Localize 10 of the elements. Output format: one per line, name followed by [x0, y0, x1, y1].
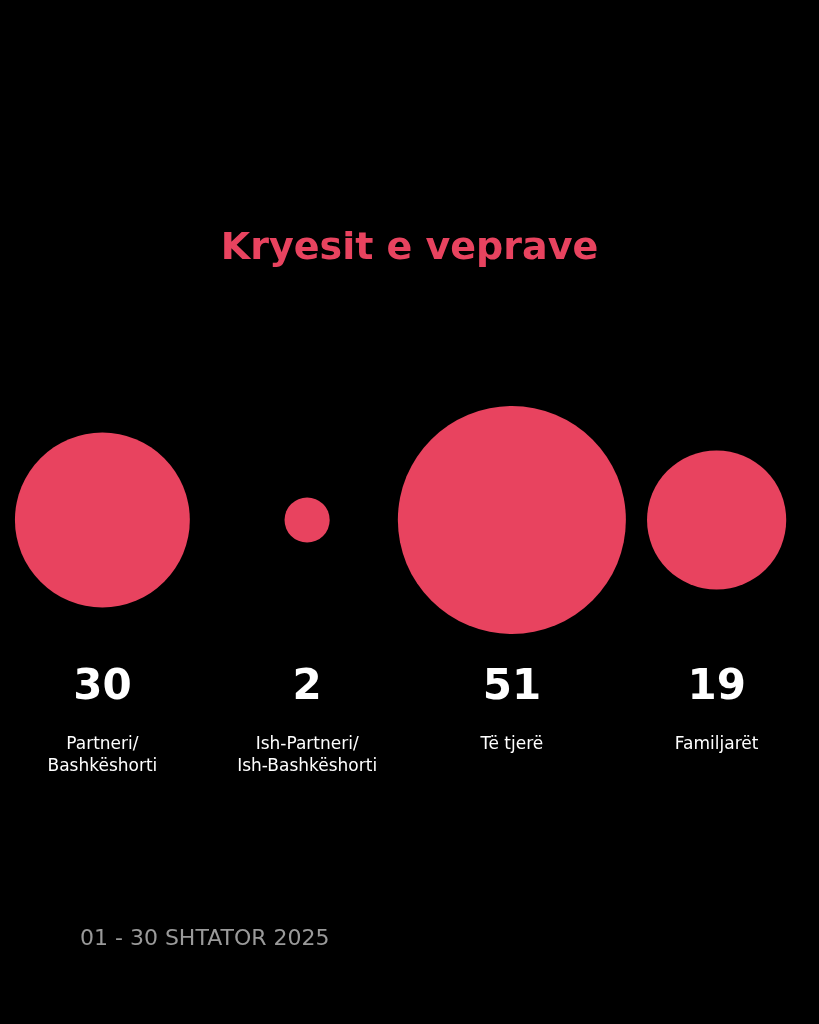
text: Kryesit e veprave: [220, 224, 599, 268]
category-label: Të tjerë: [479, 733, 544, 753]
data-label: 30: [73, 660, 132, 709]
data-label: 51: [482, 660, 542, 709]
category-label: Ish-Partneri/Ish-Bashkëshorti: [237, 733, 378, 775]
text: 01 - 30 SHTATOR 2025: [80, 925, 330, 950]
category-label: Familjarët: [674, 733, 759, 753]
category-label: Partneri/Bashkëshorti: [47, 733, 158, 775]
data-label: 2: [292, 660, 322, 709]
data-label: 19: [687, 660, 746, 709]
